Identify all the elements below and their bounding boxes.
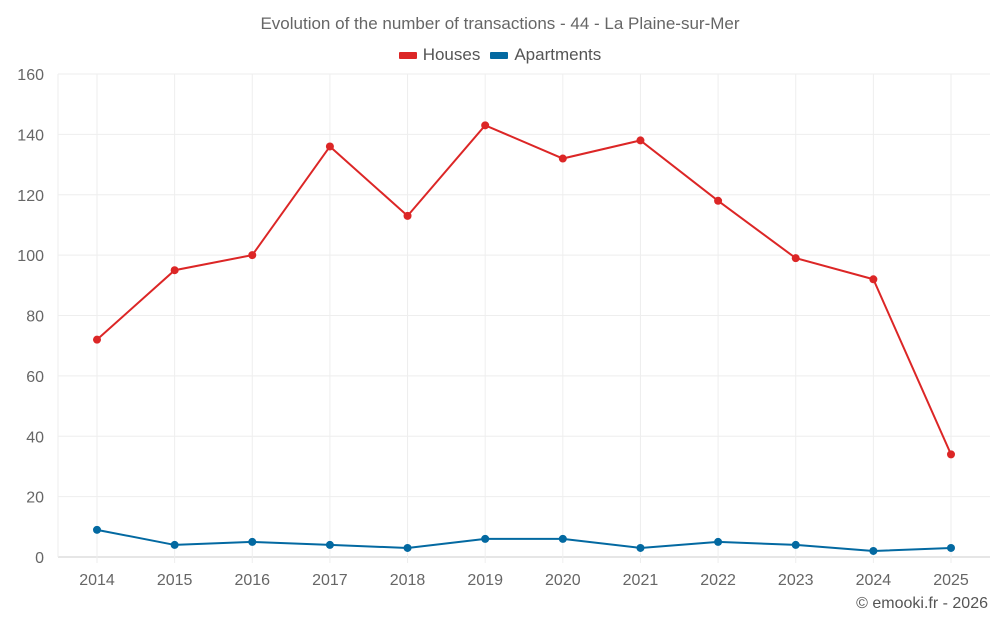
x-tick-label: 2024 [856, 572, 892, 589]
x-tick-label: 2015 [157, 572, 193, 589]
x-tick-label: 2018 [390, 572, 426, 589]
x-tick-label: 2017 [312, 572, 348, 589]
data-point-houses [869, 275, 878, 284]
data-point-apartments [947, 543, 955, 552]
y-tick-label: 0 [35, 550, 44, 567]
data-point-houses [558, 154, 567, 163]
legend-item-houses[interactable]: Houses [398, 45, 481, 65]
data-point-apartments [558, 534, 567, 543]
data-point-houses [93, 335, 101, 344]
data-point-houses [636, 136, 645, 145]
data-point-apartments [170, 540, 179, 549]
data-point-apartments [869, 546, 878, 555]
y-tick-label: 60 [26, 369, 44, 386]
x-tick-label: 2025 [933, 572, 969, 589]
y-tick-label: 100 [17, 248, 44, 265]
y-tick-label: 20 [26, 490, 44, 507]
x-tick-label: 2014 [79, 572, 115, 589]
data-point-apartments [403, 543, 412, 552]
legend-item-apartments[interactable]: Apartments [490, 45, 601, 65]
data-point-houses [325, 142, 334, 151]
y-tick-label: 160 [17, 67, 44, 84]
data-point-houses [248, 251, 257, 260]
data-point-apartments [93, 525, 101, 534]
data-point-apartments [714, 537, 723, 546]
data-point-houses [947, 450, 955, 459]
x-tick-label: 2023 [778, 572, 814, 589]
legend-swatch-apartments [490, 51, 509, 59]
y-tick-label: 120 [17, 188, 44, 205]
x-tick-label: 2022 [700, 572, 736, 589]
legend-label: Apartments [514, 45, 602, 64]
x-tick-label: 2019 [467, 572, 503, 589]
series-line-houses [96, 124, 952, 455]
data-point-apartments [481, 534, 490, 543]
data-point-houses [791, 254, 800, 263]
y-tick-label: 140 [17, 127, 44, 144]
y-tick-label: 40 [26, 429, 44, 446]
chart-title: Evolution of the number of transactions … [260, 14, 740, 33]
legend-label: Houses [422, 45, 481, 64]
series-line-apartments [96, 528, 952, 552]
data-point-apartments [248, 537, 257, 546]
x-tick-label: 2020 [545, 572, 581, 589]
data-point-houses [481, 121, 490, 130]
legend: Houses Apartments [0, 45, 1000, 65]
data-point-apartments [636, 543, 645, 552]
data-point-houses [714, 196, 723, 205]
credit-text: © emooki.fr - 2026 [856, 595, 988, 612]
data-point-houses [170, 266, 179, 275]
data-point-houses [403, 211, 412, 220]
data-point-apartments [325, 540, 334, 549]
data-point-apartments [791, 540, 800, 549]
legend-swatch-houses [398, 51, 417, 59]
y-tick-label: 80 [26, 309, 44, 326]
x-tick-label: 2016 [234, 572, 270, 589]
x-tick-label: 2021 [623, 572, 659, 589]
